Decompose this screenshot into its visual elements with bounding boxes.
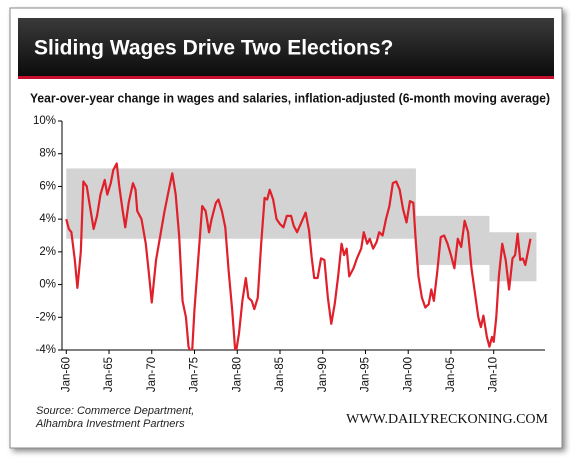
bands [66,168,537,282]
plot [65,162,532,350]
header-stripe [18,76,554,79]
source-line: Source: Commerce Department, [36,405,194,417]
chart-title: Sliding Wages Drive Two Elections? [34,37,393,60]
x-tick-label: Jan-90 [317,357,329,392]
header [18,18,554,78]
y-tick-label: -2% [36,311,56,323]
y-tick-label: 4% [39,213,56,225]
x-tick-label: Jan-60 [60,357,72,392]
x-tick-label: Jan-85 [274,357,286,392]
range-band [415,215,490,265]
y-tick-label: 6% [39,180,56,192]
source-line: Alhambra Investment Partners [35,418,185,430]
x-tick-label: Jan-00 [402,357,414,392]
x-tick-label: Jan-80 [231,357,243,392]
data-line [65,162,532,350]
y-tick-label: 8% [39,148,56,160]
x-tick-label: Jan-70 [146,357,158,392]
x-tick-label: Jan-65 [103,357,115,392]
x-tick-label: Jan-10 [488,357,500,392]
y-tick-label: 10% [33,115,56,127]
y-tick-label: 0% [39,279,56,291]
y-tick-label: -4% [36,344,56,356]
x-tick-label: Jan-95 [360,357,372,392]
x-tick-label: Jan-05 [445,357,457,392]
x-tick-label: Jan-75 [189,357,201,392]
y-tick-label: 2% [39,246,56,258]
chart-subtitle: Year-over-year change in wages and salar… [30,91,550,105]
axes: -4% -2% 0% 2% 4% 6% 8% 10% Jan-60 Jan-65 Jan-70 Jan… [33,115,545,392]
website: WWW.DAILYRECKONING.COM [346,412,548,427]
